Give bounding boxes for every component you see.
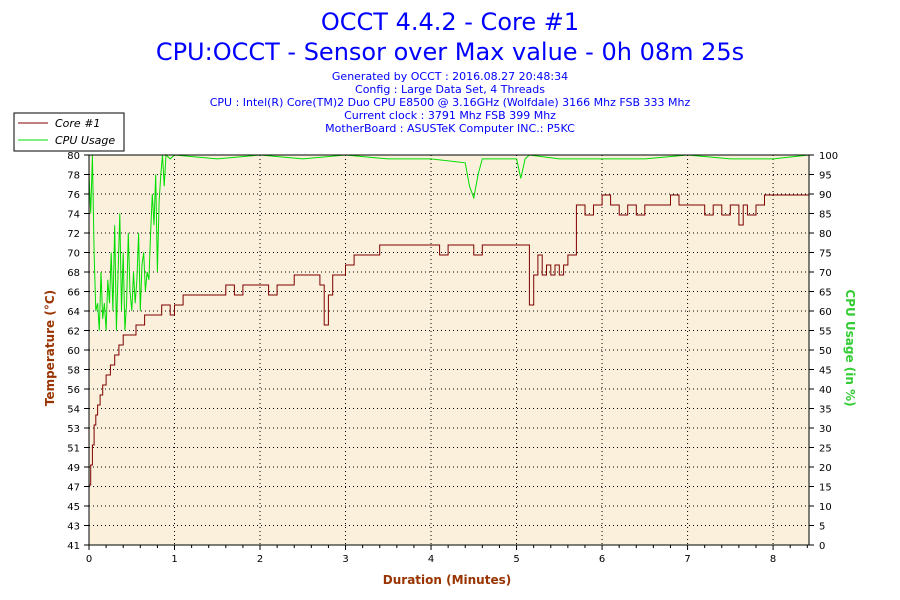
y-tick-label: 70 — [67, 249, 80, 260]
legend-label-cpu-usage: CPU Usage — [55, 134, 115, 147]
y2-tick-label: 90 — [819, 190, 832, 201]
chart-subtitle: CPU:OCCT - Sensor over Max value - 0h 08… — [156, 38, 744, 66]
series-line-core — [89, 194, 809, 486]
y-tick-label: 58 — [67, 366, 80, 377]
y-tick-label: 43 — [67, 522, 80, 533]
y2-tick-label: 30 — [819, 424, 832, 435]
y-tick-label: 41 — [67, 541, 80, 552]
legend-label-core: Core #1 — [55, 117, 100, 130]
y2-tick-label: 75 — [819, 249, 832, 260]
legend: Core #1 CPU Usage — [13, 112, 125, 152]
y2-tick-label: 45 — [819, 366, 832, 377]
grid — [89, 155, 809, 545]
y2-tick-label: 50 — [819, 346, 832, 357]
x-tick-label: 2 — [257, 554, 263, 565]
y-tick-label: 80 — [67, 151, 80, 162]
x-tick-label: 8 — [770, 554, 776, 565]
y2-axis-label: CPU Usage (in %) — [843, 289, 857, 406]
x-axis: 0 1 2 3 4 5 6 7 8 — [86, 545, 808, 565]
y-tick-label: 53 — [67, 424, 80, 435]
y2-tick-label: 80 — [819, 229, 832, 240]
y-tick-label: 49 — [67, 463, 80, 474]
x-tick-label: 5 — [513, 554, 519, 565]
y2-tick-label: 25 — [819, 444, 832, 455]
y2-tick-label: 40 — [819, 385, 832, 396]
y-tick-label: 78 — [67, 171, 80, 182]
info-line: Config : Large Data Set, 4 Threads — [355, 83, 545, 96]
series-layer — [88, 153, 810, 486]
x-axis-label: Duration (Minutes) — [383, 573, 511, 587]
y2-tick-label: 95 — [819, 171, 832, 182]
x-tick-label: 7 — [684, 554, 690, 565]
y-tick-label: 72 — [67, 229, 80, 240]
y2-tick-label: 65 — [819, 288, 832, 299]
y-axis-label: Temperature (°C) — [43, 290, 57, 406]
y2-tick-label: 15 — [819, 483, 832, 494]
x-tick-label: 1 — [171, 554, 177, 565]
y2-tick-label: 100 — [819, 151, 838, 162]
y-tick-label: 62 — [67, 327, 80, 338]
x-tick-label: 4 — [428, 554, 434, 565]
y-tick-label: 47 — [67, 483, 80, 494]
info-line: Current clock : 3791 Mhz FSB 399 Mhz — [344, 109, 556, 122]
y-tick-label: 54 — [67, 405, 80, 416]
y-tick-label: 76 — [67, 190, 80, 201]
y2-tick-label: 55 — [819, 327, 832, 338]
x-tick-label: 0 — [86, 554, 92, 565]
y-tick-label: 64 — [67, 307, 80, 318]
y-tick-label: 51 — [67, 444, 80, 455]
legend-box — [13, 112, 125, 152]
y-axis-left: 41 43 45 47 49 51 53 54 56 58 60 62 64 66 68 70 72 74 76 78… — [67, 151, 89, 552]
info-lines: Generated by OCCT : 2016.08.27 20:48:34C… — [210, 70, 691, 135]
y2-tick-label: 5 — [819, 522, 825, 533]
y-tick-label: 45 — [67, 502, 80, 513]
y-tick-label: 60 — [67, 346, 80, 357]
y2-tick-label: 20 — [819, 463, 832, 474]
y2-tick-label: 60 — [819, 307, 832, 318]
y-tick-label: 56 — [67, 385, 80, 396]
info-line: Generated by OCCT : 2016.08.27 20:48:34 — [332, 70, 568, 83]
x-tick-label: 6 — [599, 554, 605, 565]
y2-tick-label: 0 — [819, 541, 825, 552]
y2-tick-label: 70 — [819, 268, 832, 279]
y-tick-label: 68 — [67, 268, 80, 279]
y-axis-right: 0 5 10 15 20 25 30 35 40 45 50 55 60 65 70 75 80 85 90 95 10… — [809, 151, 838, 552]
y2-tick-label: 35 — [819, 405, 832, 416]
y2-tick-label: 85 — [819, 210, 832, 221]
info-line: MotherBoard : ASUSTeK Computer INC.: P5K… — [325, 122, 575, 135]
info-line: CPU : Intel(R) Core(TM)2 Duo CPU E8500 @… — [210, 96, 691, 109]
series-line-cpu-usage — [88, 153, 810, 331]
y-tick-label: 66 — [67, 288, 80, 299]
y-tick-label: 74 — [67, 210, 80, 221]
chart-title: OCCT 4.4.2 - Core #1 — [321, 8, 579, 36]
y2-tick-label: 10 — [819, 502, 832, 513]
x-tick-label: 3 — [342, 554, 348, 565]
